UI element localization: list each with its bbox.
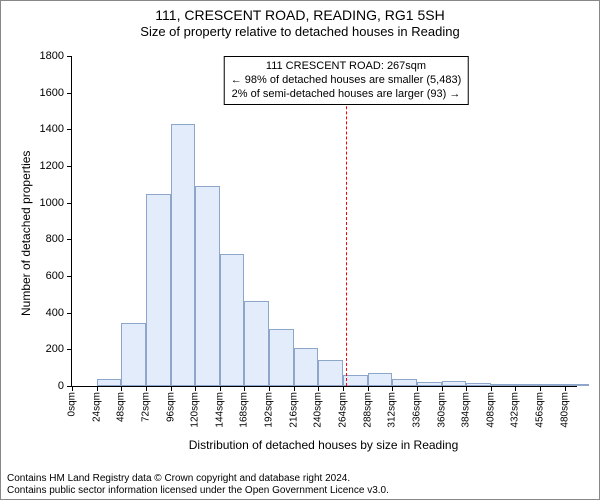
x-tick: [417, 386, 418, 391]
x-tick-label: 288sqm: [362, 392, 373, 428]
histogram-bar: [540, 384, 565, 386]
x-tick-label: 192sqm: [264, 392, 275, 428]
histogram-bar: [565, 384, 590, 386]
x-tick-label: 312sqm: [387, 392, 398, 428]
annotation-box: 111 CRESCENT ROAD: 267sqm ← 98% of detac…: [224, 56, 469, 105]
y-tick-label: 1400: [40, 123, 64, 135]
histogram-bar: [97, 379, 122, 386]
x-tick: [368, 386, 369, 391]
x-tick-label: 216sqm: [288, 392, 299, 428]
x-tick: [540, 386, 541, 391]
histogram-bar: [121, 323, 146, 386]
y-tick: [67, 129, 72, 130]
reference-line: [346, 56, 347, 386]
x-tick-label: 168sqm: [239, 392, 250, 428]
histogram-bar: [417, 382, 442, 386]
x-tick-label: 384sqm: [461, 392, 472, 428]
histogram-bar: [515, 384, 540, 386]
histogram-bar: [318, 360, 343, 386]
histogram-bar: [244, 301, 269, 386]
x-tick: [392, 386, 393, 391]
y-tick-label: 1200: [40, 160, 64, 172]
y-tick: [67, 313, 72, 314]
histogram-bar: [442, 381, 467, 386]
footer-line: Contains public sector information licen…: [7, 485, 593, 497]
annotation-line: 2% of semi-detached houses are larger (9…: [231, 88, 462, 102]
y-tick-label: 800: [46, 233, 64, 245]
x-axis-label: Distribution of detached houses by size …: [71, 438, 576, 452]
title-subtitle: Size of property relative to detached ho…: [1, 24, 599, 40]
histogram-bar: [195, 186, 220, 386]
chart-container: 111, CRESCENT ROAD, READING, RG1 5SH Siz…: [0, 0, 600, 500]
y-tick: [67, 276, 72, 277]
title-block: 111, CRESCENT ROAD, READING, RG1 5SH Siz…: [1, 1, 599, 39]
x-tick-label: 456sqm: [535, 392, 546, 428]
x-tick-label: 240sqm: [313, 392, 324, 428]
annotation-line: 111 CRESCENT ROAD: 267sqm: [231, 60, 462, 74]
x-tick-label: 120sqm: [190, 392, 201, 428]
x-tick-label: 144sqm: [214, 392, 225, 428]
x-tick: [565, 386, 566, 391]
y-tick-label: 600: [46, 270, 64, 282]
histogram-bar: [171, 124, 196, 386]
x-tick: [491, 386, 492, 391]
x-tick: [195, 386, 196, 391]
x-tick: [220, 386, 221, 391]
y-tick-label: 1600: [40, 87, 64, 99]
x-tick-label: 264sqm: [337, 392, 348, 428]
y-tick: [67, 349, 72, 350]
histogram-bar: [220, 254, 245, 386]
histogram-bar: [491, 384, 516, 386]
x-tick: [515, 386, 516, 391]
histogram-bar: [466, 383, 491, 386]
x-tick: [121, 386, 122, 391]
x-tick-label: 0sqm: [67, 392, 78, 416]
y-axis-label: Number of detached properties: [19, 151, 33, 316]
x-tick: [97, 386, 98, 391]
x-tick-label: 72sqm: [140, 392, 151, 422]
x-tick-label: 360sqm: [436, 392, 447, 428]
histogram-bar: [392, 379, 417, 386]
y-tick: [67, 203, 72, 204]
y-tick-label: 200: [46, 343, 64, 355]
histogram-bar: [368, 373, 393, 386]
x-tick: [294, 386, 295, 391]
x-tick: [72, 386, 73, 391]
footer: Contains HM Land Registry data © Crown c…: [1, 473, 599, 497]
y-tick: [67, 56, 72, 57]
x-tick: [318, 386, 319, 391]
title-address: 111, CRESCENT ROAD, READING, RG1 5SH: [1, 7, 599, 24]
histogram-bar: [269, 329, 294, 386]
histogram-bar: [146, 194, 171, 387]
annotation-line: ← 98% of detached houses are smaller (5,…: [231, 74, 462, 88]
x-tick-label: 336sqm: [411, 392, 422, 428]
x-tick-label: 408sqm: [485, 392, 496, 428]
y-tick-label: 1000: [40, 197, 64, 209]
y-tick-label: 400: [46, 307, 64, 319]
y-tick: [67, 239, 72, 240]
y-tick: [67, 166, 72, 167]
histogram-bar: [294, 348, 319, 387]
x-tick: [171, 386, 172, 391]
y-tick: [67, 93, 72, 94]
x-tick-label: 24sqm: [91, 392, 102, 422]
x-tick-label: 480sqm: [559, 392, 570, 428]
x-tick-label: 432sqm: [510, 392, 521, 428]
x-tick: [269, 386, 270, 391]
footer-line: Contains HM Land Registry data © Crown c…: [7, 473, 593, 485]
x-tick: [442, 386, 443, 391]
x-tick-label: 96sqm: [165, 392, 176, 422]
x-tick: [343, 386, 344, 391]
x-tick: [244, 386, 245, 391]
x-tick: [466, 386, 467, 391]
x-tick: [146, 386, 147, 391]
y-tick-label: 0: [58, 380, 64, 392]
plot-area: 0200400600800100012001400160018000sqm24s…: [71, 56, 577, 387]
x-tick-label: 48sqm: [116, 392, 127, 422]
y-tick-label: 1800: [40, 50, 64, 62]
